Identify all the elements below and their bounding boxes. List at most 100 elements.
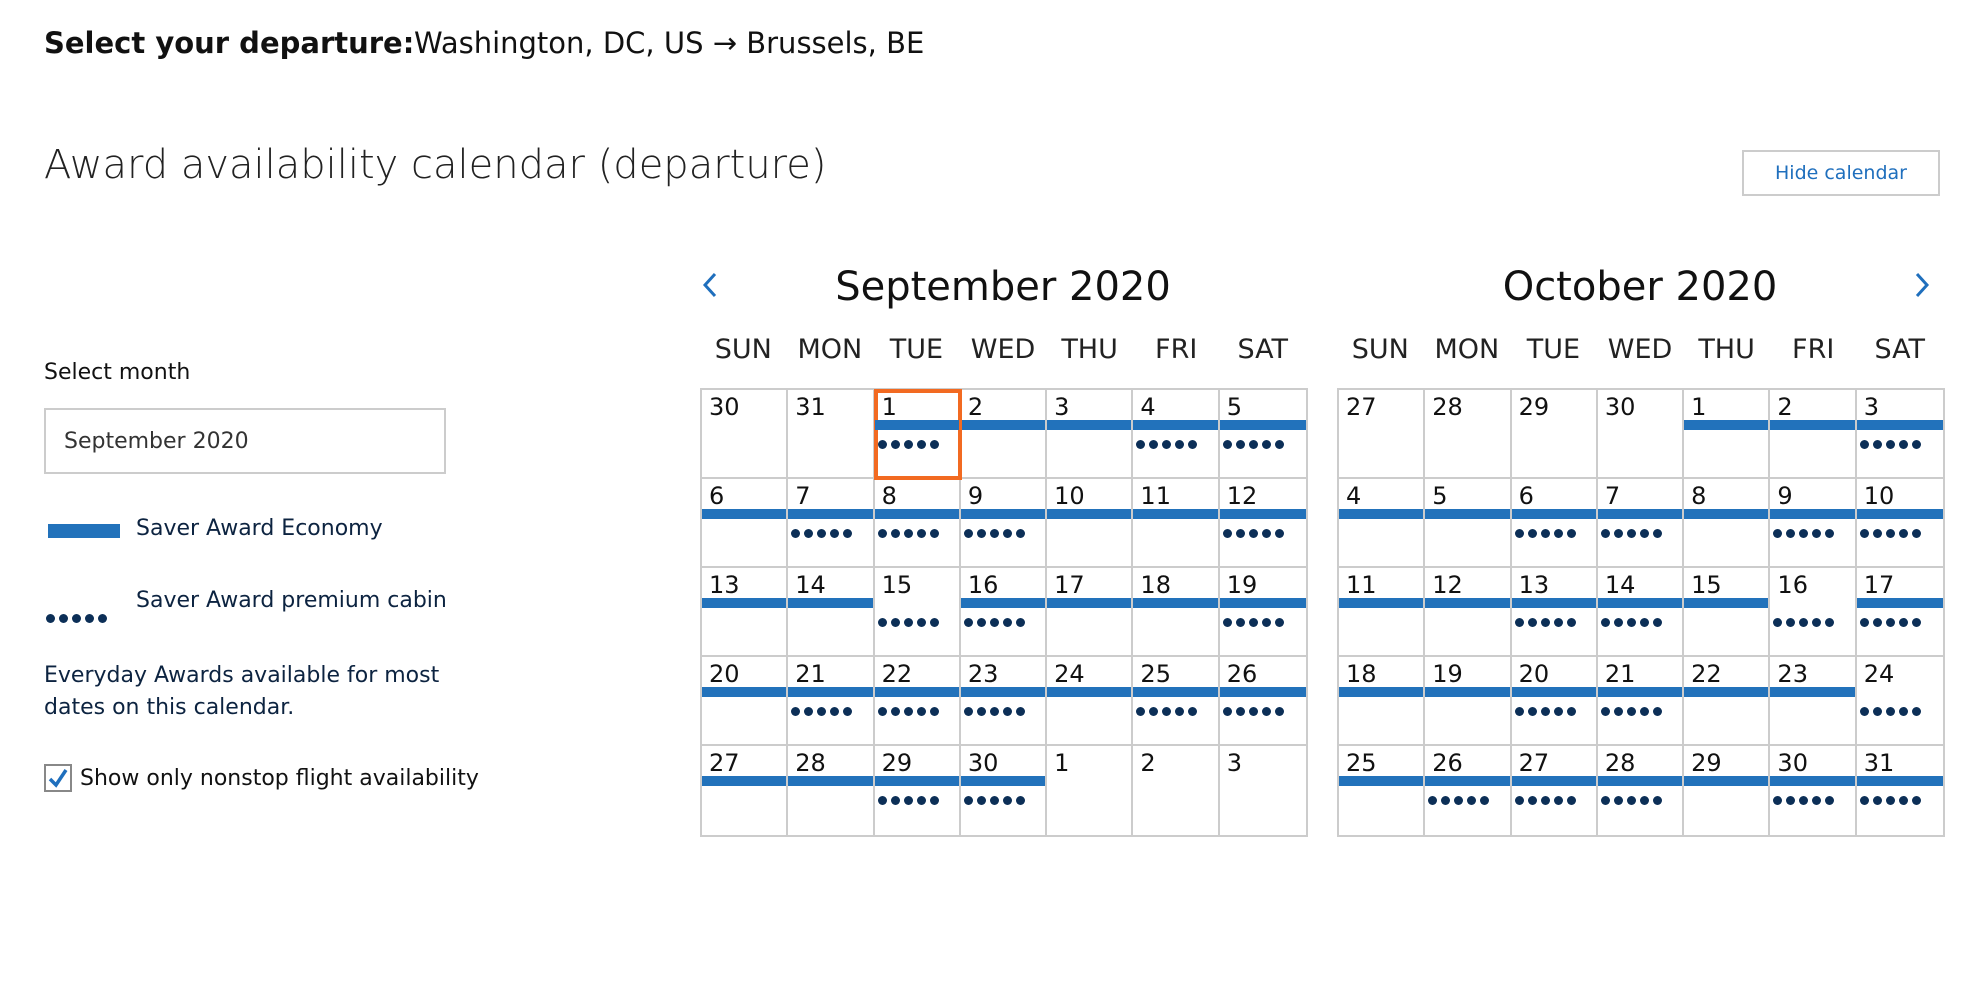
day-cell[interactable]: 16 [960, 568, 1048, 657]
economy-availability-bar [1511, 687, 1596, 697]
day-cell[interactable]: 7 [788, 479, 875, 568]
day-cell[interactable]: 8 [1684, 479, 1771, 568]
day-cell[interactable]: 4 [1133, 390, 1220, 479]
economy-availability-bar [1770, 509, 1855, 519]
day-cell[interactable]: 5 [1219, 390, 1306, 479]
day-cell[interactable]: 11 [1339, 568, 1426, 657]
day-number: 10 [1863, 482, 1895, 510]
day-number: 28 [1432, 393, 1463, 421]
weekday-label: WED [970, 334, 1036, 365]
day-cell[interactable]: 13 [702, 568, 789, 657]
weekday-label: SAT [1237, 334, 1289, 365]
day-cell[interactable]: 30 [1597, 390, 1685, 479]
economy-availability-bar [788, 598, 873, 608]
nonstop-checkbox[interactable]: Show only nonstop flight availability [44, 764, 479, 792]
day-cell[interactable]: 9 [1770, 479, 1857, 568]
day-cell[interactable]: 4 [1339, 479, 1426, 568]
day-cell[interactable]: 31 [1856, 746, 1943, 835]
day-cell[interactable]: 25 [1339, 746, 1426, 835]
day-number: 2 [1777, 393, 1793, 421]
day-cell[interactable]: 8 [874, 479, 961, 568]
day-cell[interactable]: 29 [1511, 390, 1598, 479]
day-cell[interactable]: 1 [1684, 390, 1771, 479]
chevron-left-icon[interactable] [700, 266, 720, 312]
day-cell[interactable]: 10 [1047, 479, 1134, 568]
premium-availability-dots [1859, 529, 1921, 538]
economy-availability-bar [960, 509, 1046, 519]
economy-availability-bar [1047, 598, 1132, 608]
day-cell[interactable]: 27 [1511, 746, 1598, 835]
day-cell[interactable]: 2 [1770, 390, 1857, 479]
day-cell[interactable]: 3 [1856, 390, 1943, 479]
day-cell[interactable]: 27 [702, 746, 789, 835]
day-cell[interactable]: 20 [702, 657, 789, 746]
day-cell[interactable]: 12 [1425, 568, 1512, 657]
day-cell[interactable]: 24 [1047, 657, 1134, 746]
day-cell[interactable]: 18 [1133, 568, 1220, 657]
day-cell[interactable]: 26 [1219, 657, 1306, 746]
day-number: 25 [1140, 660, 1171, 688]
day-cell[interactable]: 15 [874, 568, 961, 657]
day-cell[interactable]: 26 [1425, 746, 1512, 835]
day-cell[interactable]: 25 [1133, 657, 1220, 746]
day-cell[interactable]: 1 [873, 389, 962, 480]
day-cell[interactable]: 6 [1511, 479, 1598, 568]
day-cell[interactable]: 1 [1047, 746, 1134, 835]
day-cell[interactable]: 9 [960, 479, 1048, 568]
day-number: 2 [1140, 749, 1156, 777]
day-cell[interactable]: 13 [1511, 568, 1598, 657]
day-cell[interactable]: 30 [1770, 746, 1857, 835]
weekday-label: TUE [1526, 334, 1581, 365]
day-cell[interactable]: 31 [788, 390, 875, 479]
day-cell[interactable]: 19 [1425, 657, 1512, 746]
day-cell[interactable]: 10 [1856, 479, 1943, 568]
day-cell[interactable]: 16 [1770, 568, 1857, 657]
day-cell[interactable]: 19 [1219, 568, 1306, 657]
day-cell[interactable]: 14 [1597, 568, 1685, 657]
hide-calendar-button[interactable]: Hide calendar [1742, 150, 1940, 196]
day-cell[interactable]: 18 [1339, 657, 1426, 746]
day-cell[interactable]: 23 [960, 657, 1048, 746]
day-cell[interactable]: 22 [1684, 657, 1771, 746]
checkbox[interactable] [44, 764, 72, 792]
day-cell[interactable]: 27 [1339, 390, 1426, 479]
day-cell[interactable]: 11 [1133, 479, 1220, 568]
day-cell[interactable]: 15 [1684, 568, 1771, 657]
day-cell[interactable]: 5 [1425, 479, 1512, 568]
month-select[interactable]: September 2020 [44, 408, 446, 474]
day-cell[interactable]: 7 [1597, 479, 1685, 568]
day-cell[interactable]: 3 [1220, 746, 1306, 835]
day-cell[interactable]: 29 [874, 746, 961, 835]
day-cell[interactable]: 3 [1047, 390, 1134, 479]
day-cell[interactable]: 2 [1133, 746, 1220, 835]
day-cell[interactable]: 22 [874, 657, 961, 746]
weekday-header: SUN MON TUE WED THU FRI SAT [1337, 334, 1943, 365]
day-cell[interactable]: 14 [788, 568, 875, 657]
day-cell[interactable]: 28 [1597, 746, 1685, 835]
day-cell[interactable]: 30 [702, 390, 789, 479]
premium-availability-dots [1859, 707, 1921, 716]
day-number: 12 [1226, 482, 1258, 510]
day-cell[interactable]: 12 [1219, 479, 1306, 568]
day-cell[interactable]: 23 [1770, 657, 1857, 746]
day-cell[interactable]: 28 [1425, 390, 1512, 479]
day-number: 4 [1140, 393, 1156, 421]
chevron-right-icon[interactable] [1912, 266, 1932, 312]
route-text: Washington, DC, US → Brussels, BE [414, 26, 925, 60]
day-cell[interactable]: 21 [788, 657, 875, 746]
day-cell[interactable]: 24 [1856, 657, 1943, 746]
economy-availability-bar [1511, 509, 1596, 519]
day-cell[interactable]: 17 [1856, 568, 1943, 657]
day-cell[interactable]: 17 [1047, 568, 1134, 657]
day-number: 5 [1226, 393, 1242, 421]
day-cell[interactable]: 20 [1511, 657, 1598, 746]
day-cell[interactable]: 2 [960, 390, 1048, 479]
economy-availability-bar [960, 687, 1046, 697]
day-cell[interactable]: 29 [1684, 746, 1771, 835]
day-cell[interactable]: 28 [788, 746, 875, 835]
day-cell[interactable]: 6 [702, 479, 789, 568]
day-cell[interactable]: 30 [960, 746, 1048, 835]
economy-availability-bar [1219, 420, 1306, 430]
day-cell[interactable]: 21 [1597, 657, 1685, 746]
economy-availability-bar [874, 687, 959, 697]
